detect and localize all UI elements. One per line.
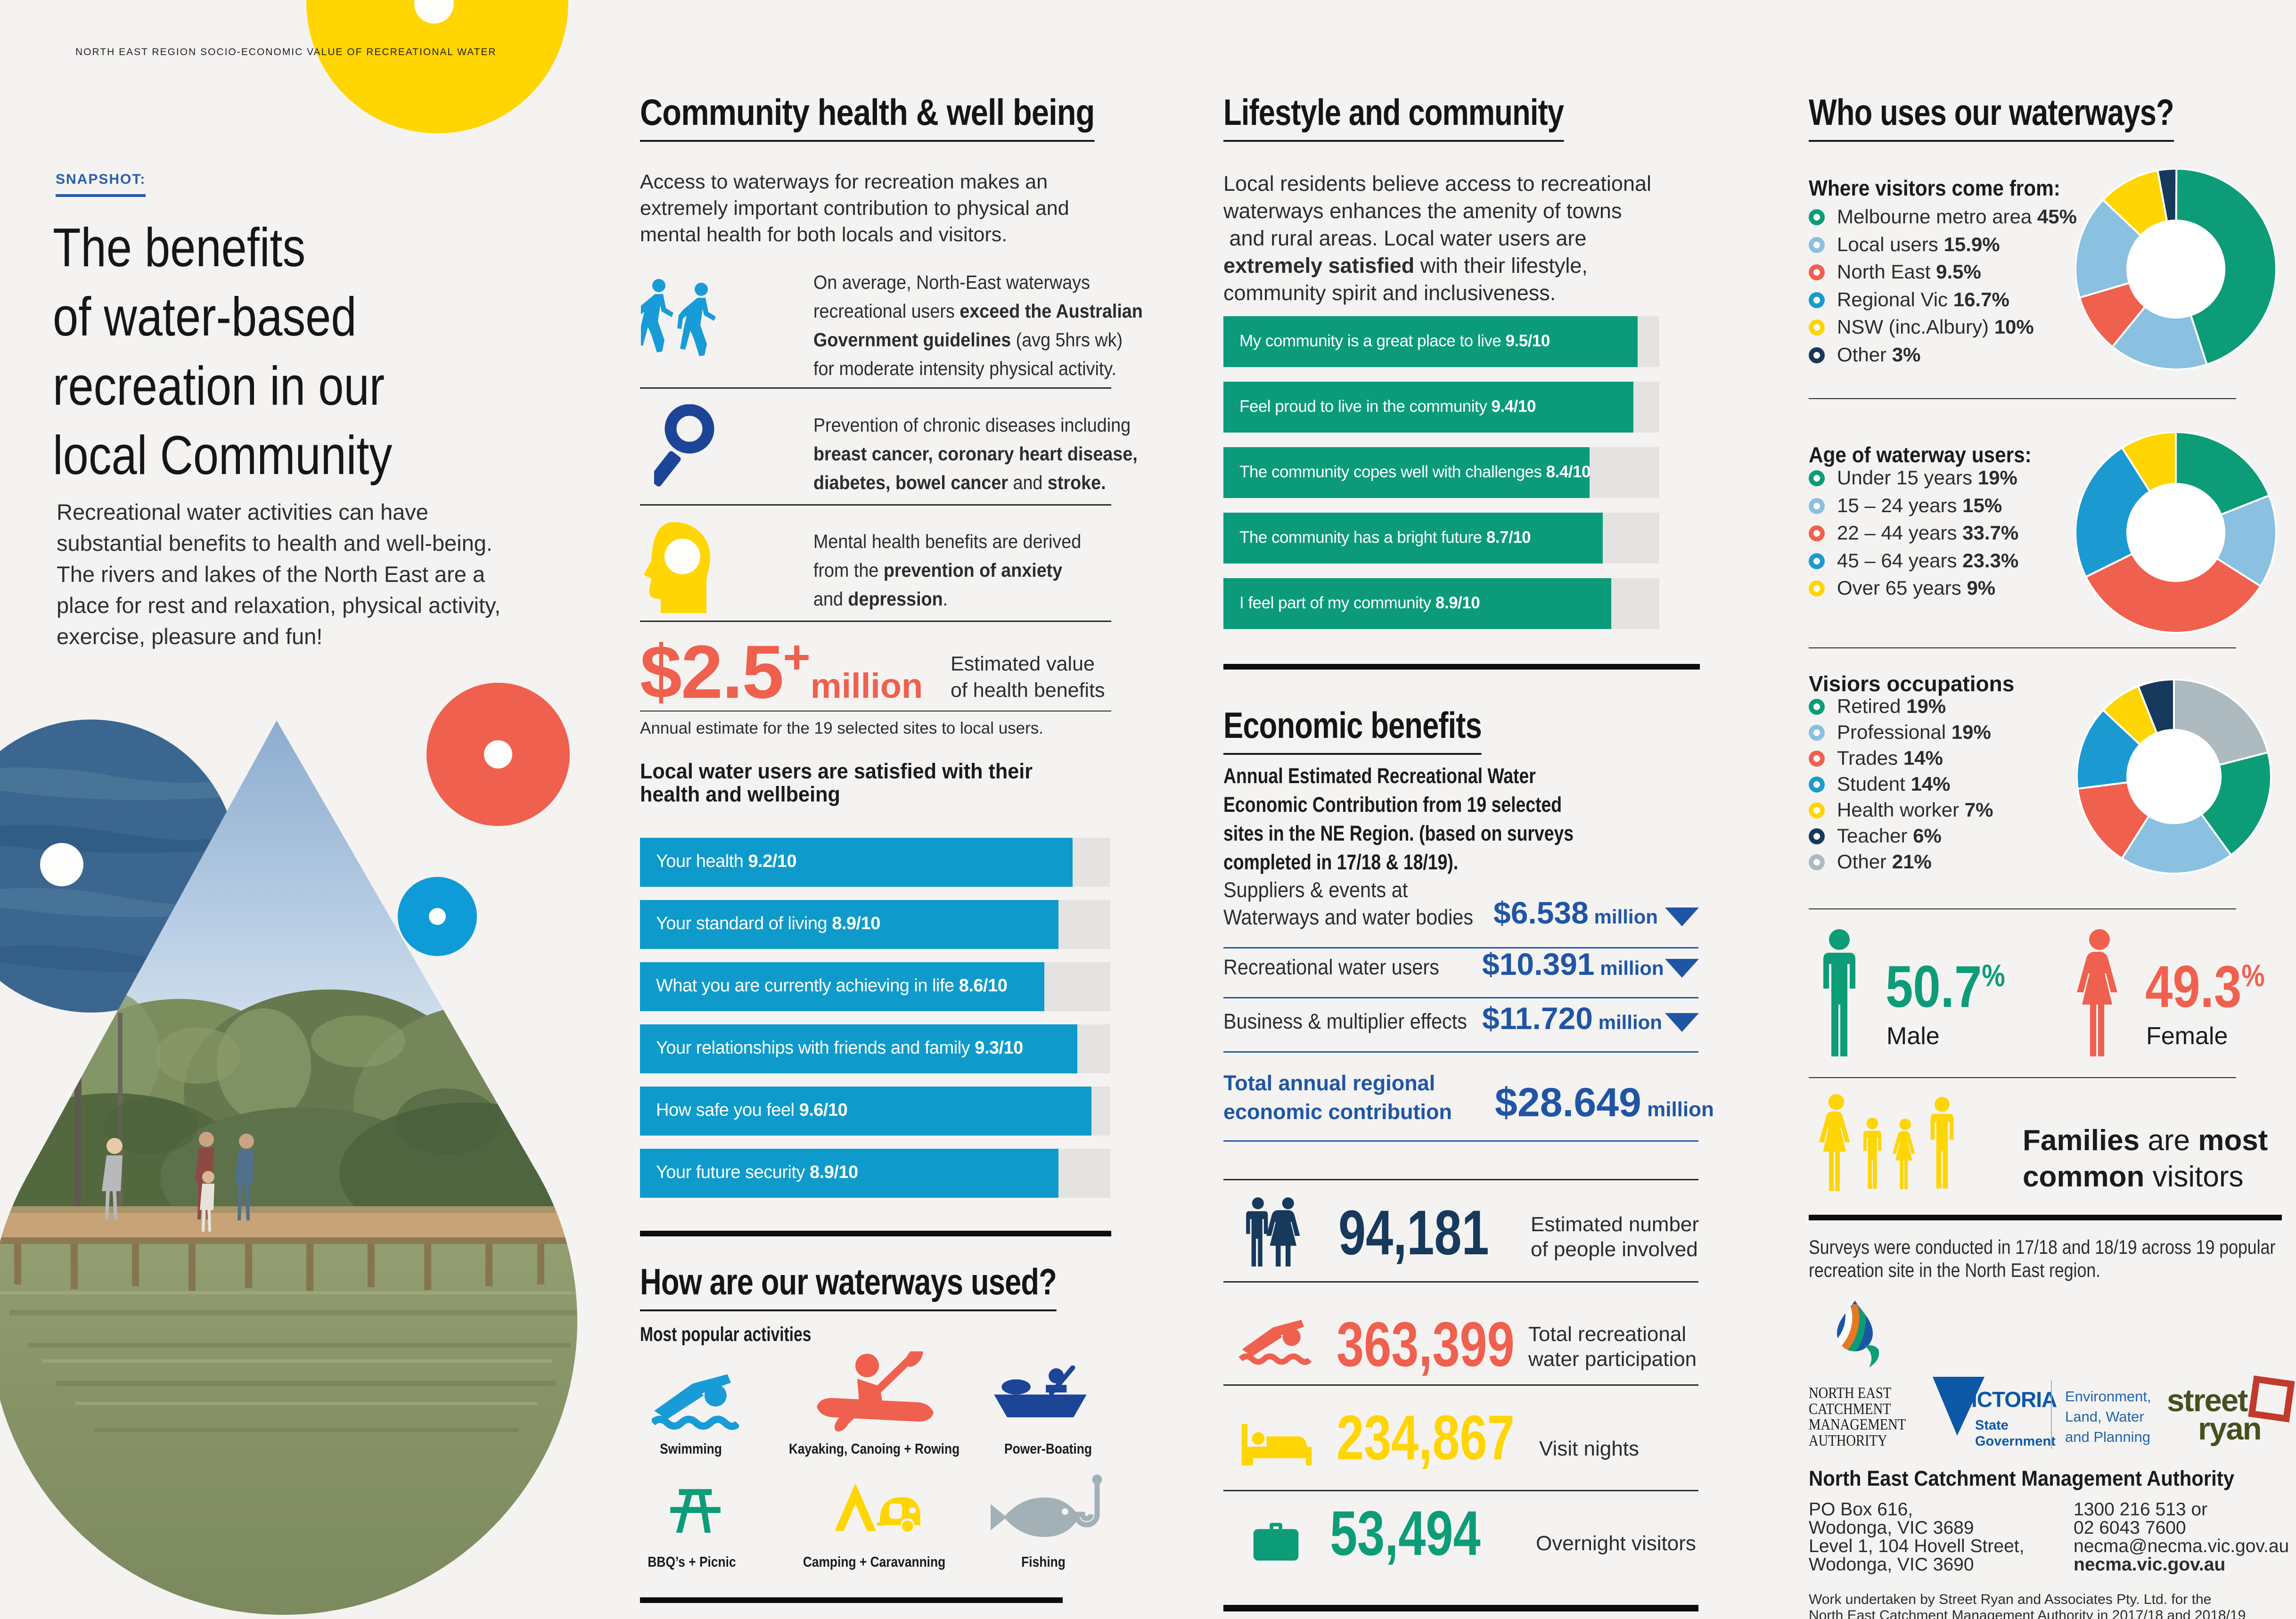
svg-text:Government: Government [1975,1434,2056,1449]
svg-text:ryan: ryan [2198,1411,2261,1447]
svg-text:ICTORIA: ICTORIA [1971,1387,2057,1412]
svg-text:street: street [2167,1383,2248,1418]
svg-text:State: State [1975,1418,2009,1433]
